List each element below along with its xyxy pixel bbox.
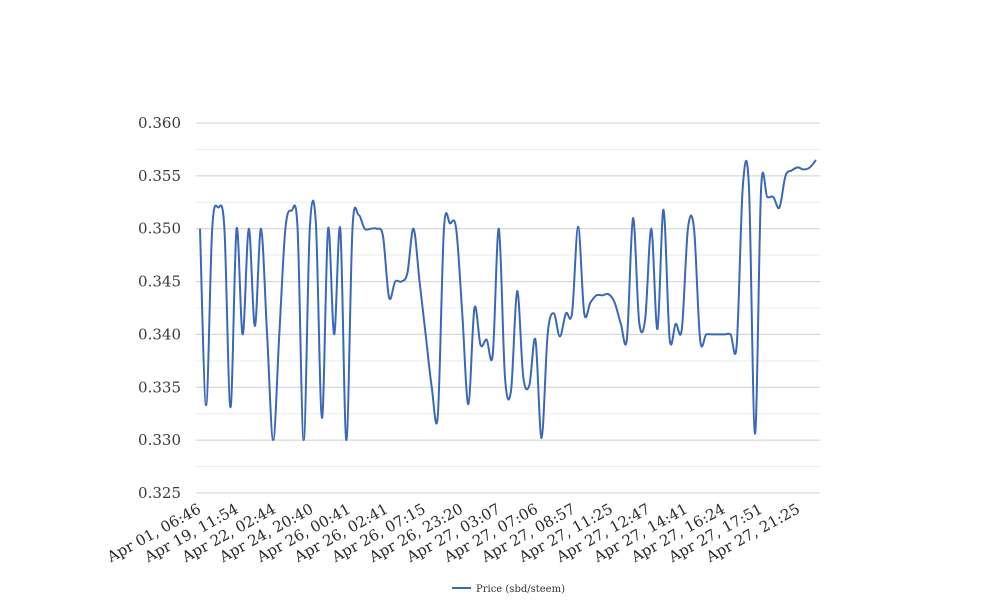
y-tick-label: 0.325 [138,484,181,502]
y-tick-label: 0.335 [138,378,181,396]
y-tick-label: 0.345 [138,273,181,291]
series-line-price [199,159,817,442]
legend-label: Price (sbd/steem) [476,584,565,595]
y-tick-label: 0.330 [138,431,181,449]
y-tick-label: 0.360 [138,114,181,132]
y-axis-ticks: 0.325 0.330 0.335 0.340 0.345 0.350 0.355 0.360 [138,114,181,502]
legend[interactable]: Price (sbd/steem) [452,584,565,595]
series-group [199,159,817,442]
y-tick-label: 0.340 [138,325,181,343]
y-tick-label: 0.350 [138,220,181,238]
y-tick-label: 0.355 [138,167,181,185]
gridlines [196,122,820,494]
